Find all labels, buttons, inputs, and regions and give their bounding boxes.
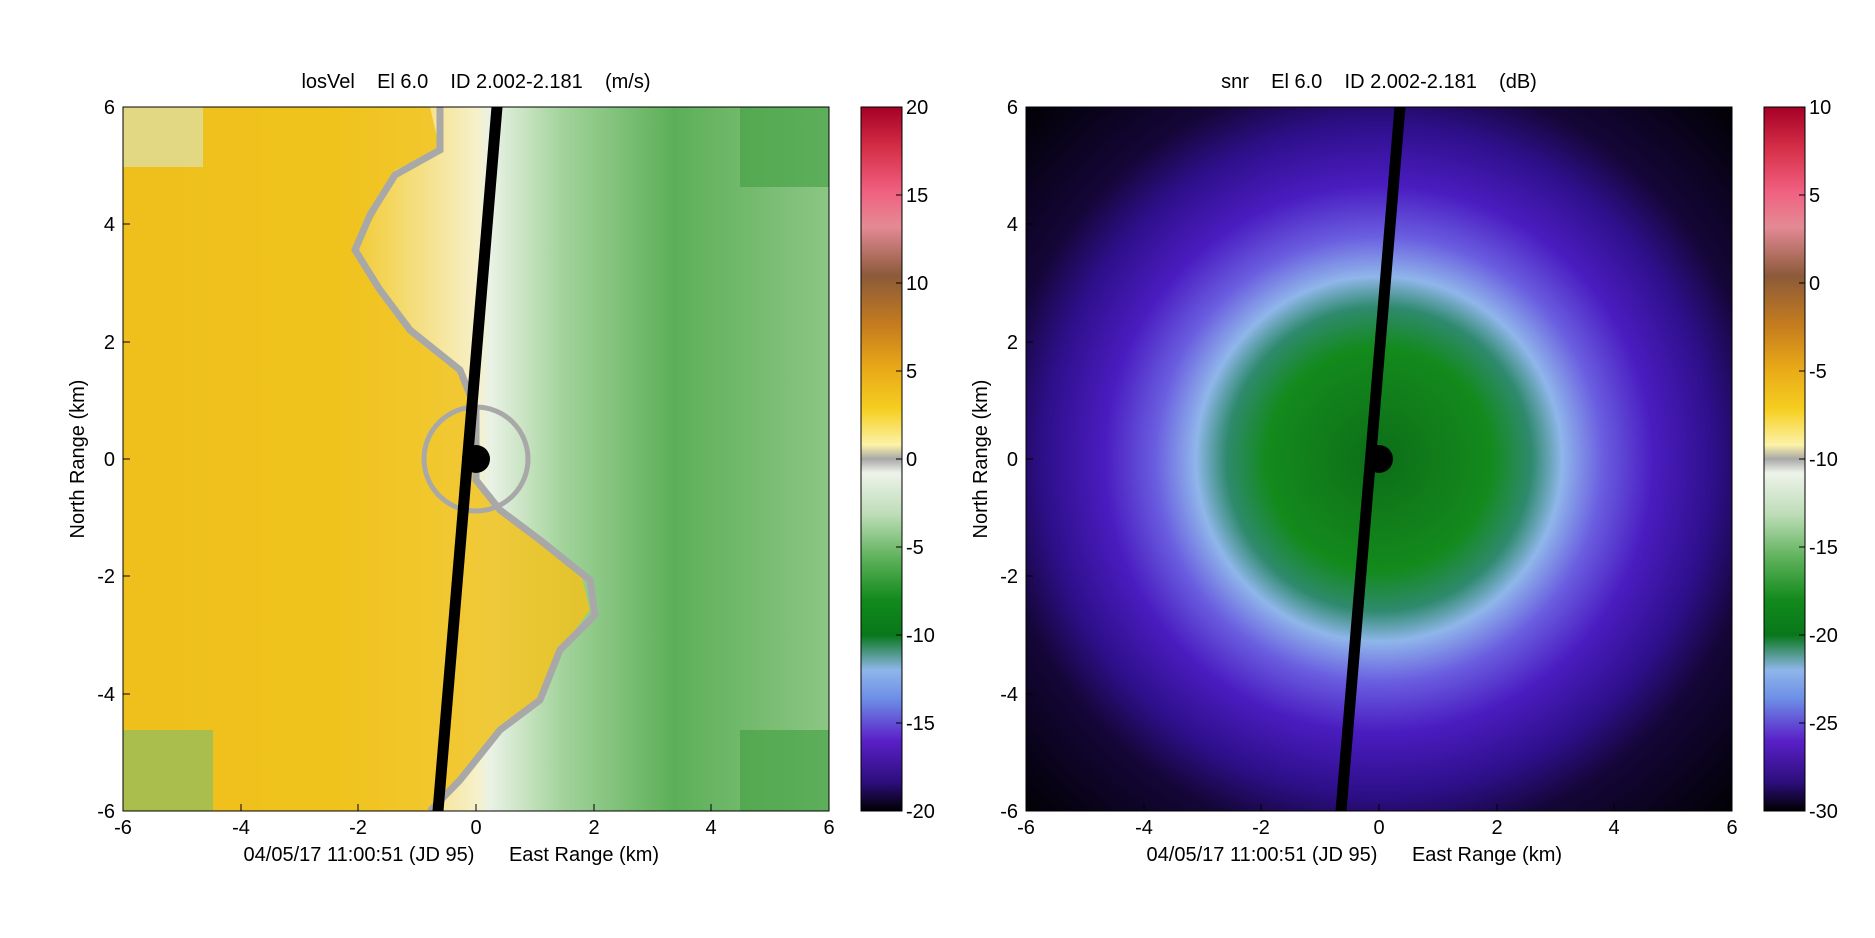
losvel-ytick-label: 2 bbox=[104, 332, 115, 354]
losvel-plot-area bbox=[123, 107, 829, 811]
snr-ytick-label: -4 bbox=[1000, 684, 1018, 706]
losvel-noise-ne bbox=[740, 107, 829, 187]
losvel-cbar-label: 0 bbox=[906, 449, 917, 471]
snr-xtick-label: -6 bbox=[1017, 817, 1035, 839]
snr-cbar-label: -30 bbox=[1809, 801, 1838, 823]
snr-xtick-label: -2 bbox=[1252, 817, 1270, 839]
snr-xtick-label: 4 bbox=[1608, 817, 1619, 839]
snr-cbar-label: 0 bbox=[1809, 273, 1820, 295]
losvel-center-marker bbox=[462, 445, 490, 473]
losvel-xtick-label: 4 bbox=[705, 817, 716, 839]
losvel-timestamp: 04/05/17 11:00:51 (JD 95) bbox=[244, 844, 475, 866]
losvel-ytick-label: 4 bbox=[104, 214, 115, 236]
snr-cbar-label: -15 bbox=[1809, 537, 1838, 559]
snr-colorbar-bar bbox=[1763, 106, 1806, 812]
snr-ylabel: North Range (km) bbox=[970, 380, 992, 539]
losvel-xlabel: East Range (km) bbox=[509, 844, 659, 866]
losvel-xtick-label: -2 bbox=[349, 817, 367, 839]
snr-colorbar: 10 5 0 -5 -10 -15 -20 -25 -30 bbox=[1763, 97, 1838, 823]
snr-xtick-label: 6 bbox=[1726, 817, 1737, 839]
snr-xtick-label: 0 bbox=[1373, 817, 1384, 839]
losvel-cbar-label: -15 bbox=[906, 713, 935, 735]
snr-cbar-label: 5 bbox=[1809, 185, 1820, 207]
losvel-ytick-label: -6 bbox=[97, 801, 115, 823]
snr-yticks: 6 4 2 0 -2 -4 -6 bbox=[1000, 97, 1033, 823]
snr-xtick-label: 2 bbox=[1491, 817, 1502, 839]
losvel-xtick-label: -6 bbox=[114, 817, 132, 839]
snr-title: snr El 6.0 ID 2.002-2.181 (dB) bbox=[1221, 71, 1537, 93]
snr-cbar-label: -10 bbox=[1809, 449, 1838, 471]
losvel-colorbar-bar bbox=[860, 106, 903, 812]
snr-ytick-label: 0 bbox=[1007, 449, 1018, 471]
losvel-cbar-label: 15 bbox=[906, 185, 928, 207]
snr-xlabel: East Range (km) bbox=[1412, 844, 1562, 866]
losvel-ytick-label: 0 bbox=[104, 449, 115, 471]
losvel-panel: losVel El 6.0 ID 2.002-2.181 (m/s) bbox=[67, 71, 935, 866]
snr-ytick-label: -6 bbox=[1000, 801, 1018, 823]
losvel-ytick-label: 6 bbox=[104, 97, 115, 119]
snr-cbar-label: 10 bbox=[1809, 97, 1831, 119]
snr-xtick-label: -4 bbox=[1135, 817, 1153, 839]
snr-ytick-label: 6 bbox=[1007, 97, 1018, 119]
snr-timestamp: 04/05/17 11:00:51 (JD 95) bbox=[1147, 844, 1378, 866]
snr-cbar-label: -25 bbox=[1809, 713, 1838, 735]
snr-panel: snr El 6.0 ID 2.002-2.181 (dB) -6 -4 -2 … bbox=[970, 71, 1838, 866]
losvel-cbar-label: -5 bbox=[906, 537, 924, 559]
losvel-xtick-label: -4 bbox=[232, 817, 250, 839]
losvel-cbar-label: -10 bbox=[906, 625, 935, 647]
losvel-ytick-label: -2 bbox=[97, 566, 115, 588]
losvel-noise-nw bbox=[123, 107, 203, 167]
losvel-ylabel: North Range (km) bbox=[67, 380, 89, 539]
snr-center-marker bbox=[1365, 445, 1393, 473]
losvel-cbar-label: 10 bbox=[906, 273, 928, 295]
losvel-cbar-label: 5 bbox=[906, 361, 917, 383]
losvel-ytick-label: -4 bbox=[97, 684, 115, 706]
snr-cbar-label: -20 bbox=[1809, 625, 1838, 647]
snr-xticks: -6 -4 -2 0 2 4 6 bbox=[1017, 804, 1738, 839]
losvel-cbar-label: 20 bbox=[906, 97, 928, 119]
losvel-xticks: -6 -4 -2 0 2 4 6 bbox=[114, 804, 835, 839]
losvel-noise-sw bbox=[123, 730, 213, 811]
losvel-xtick-label: 2 bbox=[588, 817, 599, 839]
losvel-noise-se bbox=[740, 730, 829, 811]
snr-plot-area bbox=[1026, 107, 1732, 811]
losvel-xtick-label: 6 bbox=[823, 817, 834, 839]
snr-cbar-label: -5 bbox=[1809, 361, 1827, 383]
snr-ytick-label: -2 bbox=[1000, 566, 1018, 588]
losvel-zero-contour bbox=[351, 107, 599, 811]
losvel-positive-region bbox=[123, 107, 590, 811]
losvel-cbar-label: -20 bbox=[906, 801, 935, 823]
losvel-title: losVel El 6.0 ID 2.002-2.181 (m/s) bbox=[301, 71, 650, 93]
losvel-colorbar: 20 15 10 5 0 -5 -10 -15 -20 bbox=[860, 97, 935, 823]
snr-ytick-label: 4 bbox=[1007, 214, 1018, 236]
snr-ytick-label: 2 bbox=[1007, 332, 1018, 354]
losvel-yticks: 6 4 2 0 -2 -4 -6 bbox=[97, 97, 130, 823]
losvel-xtick-label: 0 bbox=[470, 817, 481, 839]
